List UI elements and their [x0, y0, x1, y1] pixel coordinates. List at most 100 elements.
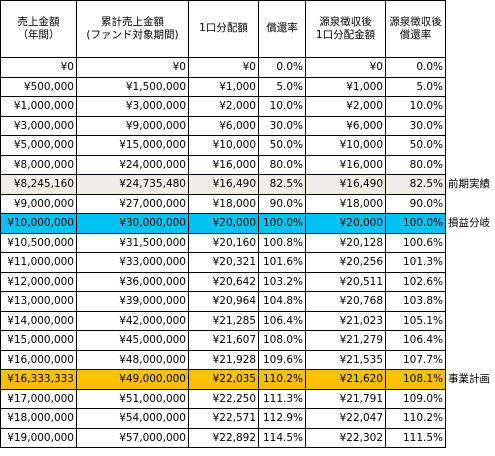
cell-unit-distribution[interactable]: ¥18,000 [188, 193, 259, 214]
cell-net-redemption-rate[interactable]: 107.7% [385, 349, 446, 370]
cell-net-unit-distribution[interactable]: ¥20,768 [305, 291, 386, 312]
cell-net-unit-distribution[interactable]: ¥18,000 [305, 193, 386, 214]
cell-net-redemption-rate[interactable]: 10.0% [385, 96, 446, 117]
cell-net-unit-distribution[interactable]: ¥16,000 [305, 154, 386, 175]
cell-sales-amount[interactable]: ¥17,000,000 [0, 388, 77, 409]
cell-redemption-rate[interactable]: 104.8% [258, 291, 306, 312]
cell-redemption-rate[interactable]: 101.6% [258, 252, 306, 273]
cell-net-redemption-rate[interactable]: 105.1% [385, 310, 446, 331]
cell-sales-amount[interactable]: ¥12,000,000 [0, 271, 77, 292]
cell-unit-distribution[interactable]: ¥22,571 [188, 408, 259, 429]
cell-sales-amount[interactable]: ¥5,000,000 [0, 135, 77, 156]
cell-cumulative-sales[interactable]: ¥27,000,000 [76, 193, 189, 214]
cell-net-unit-distribution[interactable]: ¥10,000 [305, 135, 386, 156]
header-sales-amount[interactable]: 売上金額 （年間） [0, 0, 77, 58]
cell-net-redemption-rate[interactable]: 30.0% [385, 115, 446, 136]
cell-net-redemption-rate[interactable]: 109.0% [385, 388, 446, 409]
cell-cumulative-sales[interactable]: ¥45,000,000 [76, 330, 189, 351]
cell-cumulative-sales[interactable]: ¥48,000,000 [76, 349, 189, 370]
cell-redemption-rate[interactable]: 109.6% [258, 349, 306, 370]
cell-net-redemption-rate[interactable]: 82.5% [385, 174, 446, 195]
cell-redemption-rate[interactable]: 80.0% [258, 154, 306, 175]
cell-redemption-rate[interactable]: 110.2% [258, 369, 306, 390]
cell-net-redemption-rate[interactable]: 108.1% [385, 369, 446, 390]
cell-sales-amount[interactable]: ¥10,500,000 [0, 232, 77, 253]
cell-sales-amount[interactable]: ¥8,245,160 [0, 174, 77, 195]
cell-net-redemption-rate[interactable]: 106.4% [385, 330, 446, 351]
cell-redemption-rate[interactable]: 0.0% [258, 57, 306, 78]
cell-net-redemption-rate[interactable]: 111.5% [385, 427, 446, 448]
cell-redemption-rate[interactable]: 5.0% [258, 76, 306, 97]
cell-unit-distribution[interactable]: ¥22,250 [188, 388, 259, 409]
cell-unit-distribution[interactable]: ¥21,285 [188, 310, 259, 331]
header-unit-distribution[interactable]: 1口分配額 [188, 0, 259, 58]
cell-redemption-rate[interactable]: 100.8% [258, 232, 306, 253]
cell-sales-amount[interactable]: ¥1,000,000 [0, 96, 77, 117]
cell-sales-amount[interactable]: ¥500,000 [0, 76, 77, 97]
cell-sales-amount[interactable]: ¥18,000,000 [0, 408, 77, 429]
cell-net-unit-distribution[interactable]: ¥0 [305, 57, 386, 78]
header-cumulative-sales[interactable]: 累計売上金額 (ファンド対象期間) [76, 0, 189, 58]
cell-sales-amount[interactable]: ¥11,000,000 [0, 252, 77, 273]
cell-redemption-rate[interactable]: 100.0% [258, 213, 306, 234]
cell-net-unit-distribution[interactable]: ¥21,535 [305, 349, 386, 370]
cell-unit-distribution[interactable]: ¥1,000 [188, 76, 259, 97]
cell-sales-amount[interactable]: ¥13,000,000 [0, 291, 77, 312]
cell-unit-distribution[interactable]: ¥20,964 [188, 291, 259, 312]
cell-net-unit-distribution[interactable]: ¥16,490 [305, 174, 386, 195]
cell-redemption-rate[interactable]: 90.0% [258, 193, 306, 214]
cell-sales-amount[interactable]: ¥14,000,000 [0, 310, 77, 331]
cell-unit-distribution[interactable]: ¥20,321 [188, 252, 259, 273]
cell-cumulative-sales[interactable]: ¥9,000,000 [76, 115, 189, 136]
cell-unit-distribution[interactable]: ¥16,000 [188, 154, 259, 175]
cell-redemption-rate[interactable]: 114.5% [258, 427, 306, 448]
cell-redemption-rate[interactable]: 50.0% [258, 135, 306, 156]
cell-net-unit-distribution[interactable]: ¥20,256 [305, 252, 386, 273]
cell-net-redemption-rate[interactable]: 110.2% [385, 408, 446, 429]
cell-net-redemption-rate[interactable]: 5.0% [385, 76, 446, 97]
cell-sales-amount[interactable]: ¥10,000,000 [0, 213, 77, 234]
cell-net-unit-distribution[interactable]: ¥22,047 [305, 408, 386, 429]
cell-redemption-rate[interactable]: 106.4% [258, 310, 306, 331]
cell-cumulative-sales[interactable]: ¥36,000,000 [76, 271, 189, 292]
cell-net-redemption-rate[interactable]: 103.8% [385, 291, 446, 312]
cell-net-redemption-rate[interactable]: 101.3% [385, 252, 446, 273]
cell-sales-amount[interactable]: ¥19,000,000 [0, 427, 77, 448]
cell-cumulative-sales[interactable]: ¥33,000,000 [76, 252, 189, 273]
cell-net-unit-distribution[interactable]: ¥22,302 [305, 427, 386, 448]
cell-sales-amount[interactable]: ¥8,000,000 [0, 154, 77, 175]
cell-net-redemption-rate[interactable]: 50.0% [385, 135, 446, 156]
cell-cumulative-sales[interactable]: ¥39,000,000 [76, 291, 189, 312]
cell-unit-distribution[interactable]: ¥16,490 [188, 174, 259, 195]
cell-net-unit-distribution[interactable]: ¥20,511 [305, 271, 386, 292]
cell-unit-distribution[interactable]: ¥20,000 [188, 213, 259, 234]
cell-cumulative-sales[interactable]: ¥31,500,000 [76, 232, 189, 253]
header-net-redemption-rate[interactable]: 源泉徴収後 償還率 [385, 0, 446, 58]
cell-cumulative-sales[interactable]: ¥57,000,000 [76, 427, 189, 448]
cell-unit-distribution[interactable]: ¥6,000 [188, 115, 259, 136]
cell-net-redemption-rate[interactable]: 90.0% [385, 193, 446, 214]
cell-redemption-rate[interactable]: 112.9% [258, 408, 306, 429]
cell-cumulative-sales[interactable]: ¥54,000,000 [76, 408, 189, 429]
cell-net-unit-distribution[interactable]: ¥1,000 [305, 76, 386, 97]
cell-unit-distribution[interactable]: ¥10,000 [188, 135, 259, 156]
cell-unit-distribution[interactable]: ¥22,035 [188, 369, 259, 390]
cell-cumulative-sales[interactable]: ¥0 [76, 57, 189, 78]
cell-redemption-rate[interactable]: 30.0% [258, 115, 306, 136]
cell-sales-amount[interactable]: ¥16,333,333 [0, 369, 77, 390]
cell-net-unit-distribution[interactable]: ¥21,791 [305, 388, 386, 409]
cell-unit-distribution[interactable]: ¥20,160 [188, 232, 259, 253]
cell-net-unit-distribution[interactable]: ¥2,000 [305, 96, 386, 117]
cell-unit-distribution[interactable]: ¥22,892 [188, 427, 259, 448]
cell-sales-amount[interactable]: ¥0 [0, 57, 77, 78]
cell-unit-distribution[interactable]: ¥2,000 [188, 96, 259, 117]
cell-redemption-rate[interactable]: 111.3% [258, 388, 306, 409]
cell-cumulative-sales[interactable]: ¥24,000,000 [76, 154, 189, 175]
cell-cumulative-sales[interactable]: ¥30,000,000 [76, 213, 189, 234]
cell-sales-amount[interactable]: ¥15,000,000 [0, 330, 77, 351]
cell-net-unit-distribution[interactable]: ¥20,128 [305, 232, 386, 253]
cell-net-redemption-rate[interactable]: 100.6% [385, 232, 446, 253]
cell-sales-amount[interactable]: ¥16,000,000 [0, 349, 77, 370]
cell-unit-distribution[interactable]: ¥21,928 [188, 349, 259, 370]
cell-redemption-rate[interactable]: 10.0% [258, 96, 306, 117]
